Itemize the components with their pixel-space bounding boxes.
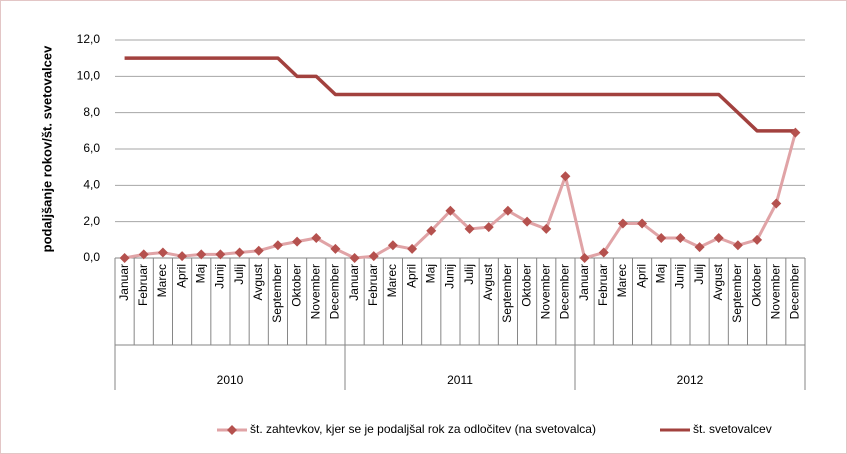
x-tick-label: Julij <box>692 264 706 285</box>
marker <box>368 251 379 262</box>
legend-label: št. zahtevkov, kjer se je podaljšal rok … <box>250 422 596 436</box>
x-tick-label: Junij <box>213 264 227 289</box>
y-tick-label: 10,0 <box>77 69 101 83</box>
marker <box>138 249 149 260</box>
x-tick-label: Maj <box>653 264 667 283</box>
y-axis-title: podaljšanje rokov/št. svetovalcev <box>39 45 54 252</box>
marker <box>464 223 475 234</box>
x-tick-label: Marec <box>615 264 629 297</box>
x-tick-label: Januar <box>577 264 591 301</box>
x-tick-label: Julij <box>462 264 476 285</box>
x-tick-label: April <box>404 264 418 288</box>
marker <box>790 127 801 138</box>
marker <box>713 233 724 244</box>
marker <box>541 223 552 234</box>
marker <box>502 205 513 216</box>
year-group-label: 2011 <box>447 373 473 387</box>
marker <box>675 233 686 244</box>
legend-label: št. svetovalcev <box>693 422 772 436</box>
x-tick-label: Avgust <box>711 263 725 300</box>
marker <box>234 247 245 258</box>
marker <box>694 242 705 253</box>
x-tick-label: Julij <box>232 264 246 285</box>
x-tick-label: Maj <box>423 264 437 283</box>
x-tick-label: December <box>788 264 802 319</box>
marker <box>637 218 648 229</box>
x-tick-label: December <box>558 264 572 319</box>
marker <box>272 240 283 251</box>
x-tick-label: Oktober <box>749 264 763 307</box>
x-tick-label: Marec <box>385 264 399 297</box>
x-tick-label: December <box>328 264 342 319</box>
marker <box>292 236 303 247</box>
x-tick-label: Avgust <box>481 263 495 300</box>
x-tick-label: Oktober <box>289 264 303 307</box>
marker <box>253 245 264 256</box>
x-tick-label: April <box>634 264 648 288</box>
legend-marker <box>227 425 237 435</box>
x-tick-label: September <box>730 264 744 323</box>
marker <box>157 247 168 258</box>
x-tick-label: Maj <box>193 264 207 283</box>
marker <box>445 205 456 216</box>
x-tick-label: Avgust <box>251 263 265 300</box>
marker <box>407 243 418 254</box>
marker <box>560 171 571 182</box>
marker <box>617 218 628 229</box>
x-tick-label: Oktober <box>519 264 533 307</box>
marker <box>771 198 782 209</box>
y-tick-label: 12,0 <box>77 32 101 46</box>
marker <box>119 253 130 263</box>
x-tick-label: Februar <box>136 264 150 306</box>
x-tick-label: November <box>538 264 552 319</box>
x-tick-label: September <box>500 264 514 323</box>
marker <box>598 247 609 258</box>
y-tick-label: 6,0 <box>83 141 100 155</box>
marker <box>752 234 763 245</box>
y-tick-label: 2,0 <box>83 214 100 228</box>
x-tick-label: Januar <box>117 264 131 301</box>
marker <box>196 249 207 260</box>
marker <box>177 251 188 262</box>
year-group-label: 2012 <box>677 373 704 387</box>
x-tick-label: Februar <box>596 264 610 306</box>
y-tick-label: 4,0 <box>83 178 100 192</box>
y-tick-label: 8,0 <box>83 105 100 119</box>
marker <box>522 216 533 227</box>
x-tick-label: November <box>768 264 782 319</box>
marker <box>483 222 494 233</box>
marker <box>656 233 667 244</box>
x-tick-label: Marec <box>155 264 169 297</box>
y-tick-label: 0,0 <box>83 250 100 264</box>
marker <box>330 243 341 254</box>
marker <box>215 249 226 260</box>
marker <box>349 253 360 263</box>
x-tick-label: Januar <box>347 264 361 301</box>
year-group-label: 2010 <box>217 373 244 387</box>
x-tick-label: Junij <box>673 264 687 289</box>
x-tick-label: November <box>308 264 322 319</box>
x-tick-label: Junij <box>443 264 457 289</box>
x-tick-label: Februar <box>366 264 380 306</box>
marker <box>426 225 437 236</box>
marker <box>387 240 398 251</box>
marker <box>311 233 322 244</box>
marker <box>579 253 590 263</box>
series-line <box>124 56 796 133</box>
x-tick-label: April <box>174 264 188 288</box>
x-tick-label: September <box>270 264 284 323</box>
marker <box>732 240 743 251</box>
